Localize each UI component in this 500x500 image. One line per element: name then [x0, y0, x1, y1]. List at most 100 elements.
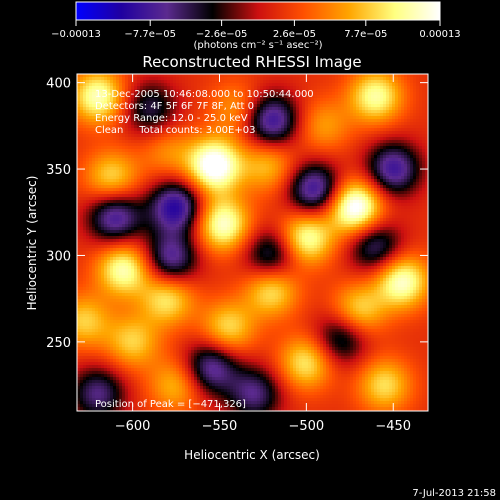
heatmap-cell — [389, 155, 393, 159]
heatmap-cell — [338, 89, 342, 93]
heatmap-cell — [215, 185, 219, 189]
heatmap-cell — [347, 128, 351, 132]
heatmap-cell — [269, 137, 273, 141]
heatmap-cell — [257, 131, 261, 135]
heatmap-cell — [137, 194, 141, 198]
heatmap-cell — [347, 176, 351, 180]
heatmap-cell — [95, 158, 99, 162]
heatmap-cell — [365, 170, 369, 174]
heatmap-cell — [413, 176, 417, 180]
heatmap-cell — [176, 95, 180, 99]
heatmap-cell — [263, 161, 267, 165]
heatmap-cell — [371, 143, 375, 147]
heatmap-cell — [401, 131, 405, 135]
heatmap-cell — [128, 116, 132, 120]
heatmap-cell — [308, 182, 312, 186]
heatmap-cell — [263, 104, 267, 108]
heatmap-cell — [305, 158, 309, 162]
heatmap-cell — [338, 113, 342, 117]
heatmap-cell — [326, 128, 330, 132]
heatmap-cell — [152, 119, 156, 123]
heatmap-cell — [128, 182, 132, 186]
heatmap-cell — [131, 194, 135, 198]
heatmap-cell — [185, 119, 189, 123]
heatmap-cell — [158, 143, 162, 147]
heatmap-cell — [179, 140, 183, 144]
heatmap-cell — [254, 128, 258, 132]
heatmap-cell — [395, 173, 399, 177]
heatmap-cell — [140, 128, 144, 132]
heatmap-cell — [305, 152, 309, 156]
heatmap-cell — [272, 80, 276, 84]
heatmap-cell — [158, 110, 162, 114]
heatmap-cell — [179, 74, 183, 78]
heatmap-cell — [365, 197, 369, 201]
heatmap-cell — [338, 119, 342, 123]
heatmap-cell — [233, 92, 237, 96]
heatmap-cell — [326, 155, 330, 159]
heatmap-cell — [329, 197, 333, 201]
heatmap-cell — [101, 194, 105, 198]
heatmap-cell — [419, 83, 423, 87]
heatmap-cell — [254, 92, 258, 96]
heatmap-cell — [137, 125, 141, 129]
heatmap-cell — [194, 113, 198, 117]
heatmap-cell — [275, 149, 279, 153]
heatmap-cell — [161, 179, 165, 183]
heatmap-cell — [152, 137, 156, 141]
heatmap-cell — [215, 131, 219, 135]
heatmap-cell — [122, 119, 126, 123]
heatmap-cell — [182, 182, 186, 186]
heatmap-cell — [320, 83, 324, 87]
heatmap-cell — [371, 191, 375, 195]
heatmap-cell — [269, 167, 273, 171]
heatmap-cell — [302, 125, 306, 129]
heatmap-cell — [197, 170, 201, 174]
heatmap-cell — [161, 146, 165, 150]
heatmap-cell — [332, 83, 336, 87]
heatmap-cell — [350, 74, 354, 78]
heatmap-cell — [254, 125, 258, 129]
heatmap-cell — [305, 137, 309, 141]
heatmap-cell — [251, 119, 255, 123]
heatmap-cell — [275, 176, 279, 180]
heatmap-cell — [290, 161, 294, 165]
heatmap-cell — [83, 155, 87, 159]
heatmap-cell — [212, 179, 216, 183]
heatmap-cell — [125, 86, 129, 90]
heatmap-cell — [320, 191, 324, 195]
heatmap-cell — [164, 134, 168, 138]
heatmap-cell — [296, 119, 300, 123]
heatmap-cell — [218, 113, 222, 117]
heatmap-cell — [413, 137, 417, 141]
heatmap-cell — [107, 107, 111, 111]
heatmap-cell — [116, 125, 120, 129]
heatmap-cell — [182, 119, 186, 123]
heatmap-cell — [341, 89, 345, 93]
heatmap-cell — [314, 176, 318, 180]
heatmap-cell — [365, 146, 369, 150]
heatmap-cell — [410, 119, 414, 123]
heatmap-cell — [314, 134, 318, 138]
heatmap-cell — [119, 158, 123, 162]
heatmap-cell — [266, 101, 270, 105]
heatmap-cell — [290, 122, 294, 126]
heatmap-cell — [287, 128, 291, 132]
heatmap-cell — [290, 140, 294, 144]
heatmap-cell — [206, 125, 210, 129]
heatmap-cell — [227, 107, 231, 111]
heatmap-cell — [257, 107, 261, 111]
heatmap-cell — [347, 92, 351, 96]
heatmap-cell — [104, 185, 108, 189]
heatmap-cell — [194, 176, 198, 180]
heatmap-cell — [257, 176, 261, 180]
heatmap-cell — [260, 80, 264, 84]
heatmap-cell — [125, 188, 129, 192]
heatmap-cell — [362, 98, 366, 102]
heatmap-cell — [212, 149, 216, 153]
heatmap-cell — [113, 185, 117, 189]
heatmap-cell — [416, 167, 420, 171]
heatmap-cell — [239, 134, 243, 138]
heatmap-cell — [254, 104, 258, 108]
heatmap-cell — [224, 83, 228, 87]
